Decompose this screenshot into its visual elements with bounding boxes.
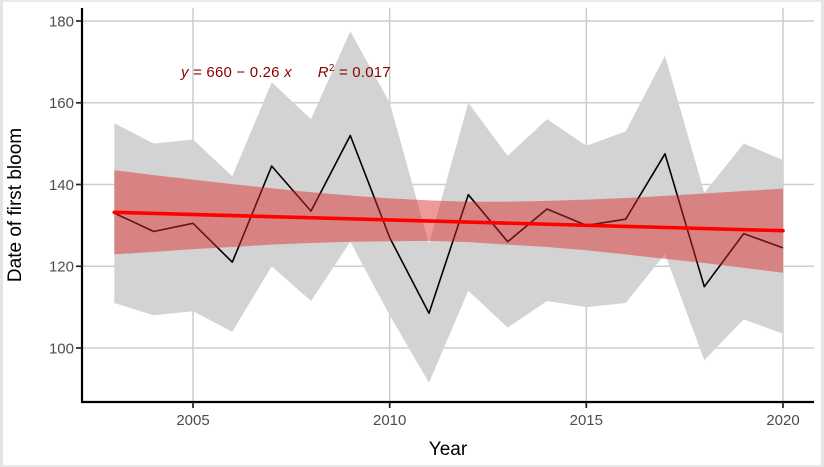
x-tick-labels: 2005 2010 2015 2020	[176, 412, 799, 429]
x-tick-label: 2015	[570, 412, 603, 429]
y-tick-labels: 180 160 140 120 100	[49, 14, 74, 358]
r-squared-value: R2 = 0.017	[317, 63, 391, 81]
axes	[80, 8, 814, 404]
observed-data-line	[113, 134, 784, 315]
y-tick-label: 100	[49, 341, 74, 358]
y-tick-label: 180	[49, 14, 74, 31]
y-axis-title: Date of first bloom	[5, 128, 26, 282]
regression-annotation: y = 660 − 0.26 x R2 = 0.017	[181, 59, 391, 81]
x-tick-label: 2005	[176, 412, 209, 429]
chart-layers	[112, 31, 785, 383]
x-tick-label: 2010	[373, 412, 406, 429]
x-tick-label: 2020	[766, 412, 799, 429]
tick-marks	[76, 20, 784, 408]
regression-line	[112, 210, 785, 233]
gray-observation-ribbon	[114, 31, 784, 383]
x-axis-title: Year	[429, 439, 468, 460]
y-tick-label: 140	[49, 177, 74, 194]
equation-text: y = 660 − 0.26 x	[181, 64, 292, 81]
y-tick-label: 120	[49, 259, 74, 276]
y-tick-label: 160	[49, 95, 74, 112]
